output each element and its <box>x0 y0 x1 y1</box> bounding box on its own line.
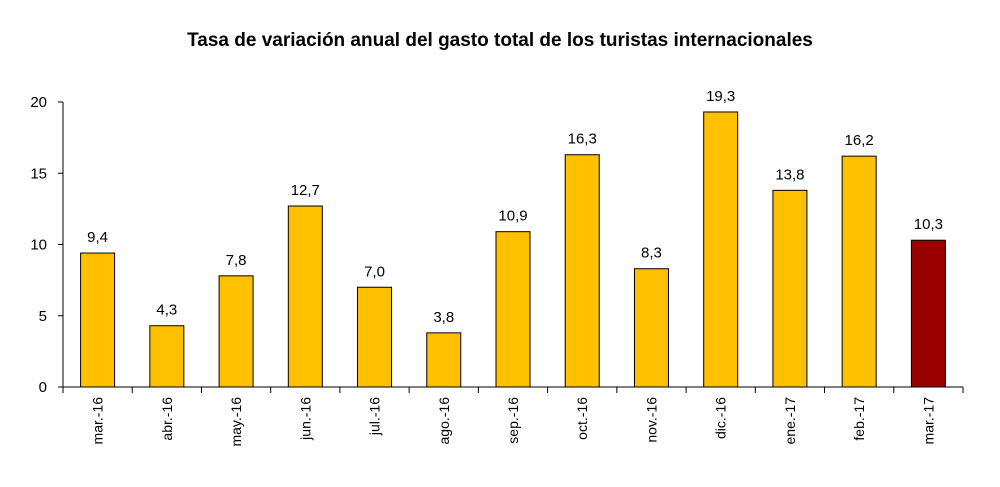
category-label-mar.-16: mar.-16 <box>90 397 106 445</box>
bar-jun.-16 <box>287 205 323 388</box>
data-label-jul.-16: 7,0 <box>364 263 385 280</box>
category-label-dic.-16: dic.-16 <box>713 397 729 439</box>
data-label-may.-16: 7,8 <box>226 252 247 269</box>
bar-sep.-16 <box>495 231 531 388</box>
category-label-jun.-16: jun.-16 <box>297 397 313 441</box>
bar-jul.-16 <box>357 286 393 388</box>
bar-ene.-17 <box>772 189 808 388</box>
category-label-abr.-16: abr.-16 <box>159 397 175 441</box>
data-label-mar.-17: 10,3 <box>914 216 943 233</box>
data-label-mar.-16: 9,4 <box>87 229 108 246</box>
y-tick-label: 20 <box>30 94 47 111</box>
category-label-mar.-17: mar.-17 <box>920 397 936 445</box>
y-tick-label: 0 <box>39 379 47 396</box>
category-label-ene.-17: ene.-17 <box>782 397 798 445</box>
category-label-nov.-16: nov.-16 <box>643 397 659 443</box>
data-label-ene.-17: 13,8 <box>775 166 804 183</box>
bar-oct.-16 <box>564 154 600 388</box>
data-label-dic.-16: 19,3 <box>706 88 735 105</box>
data-label-sep.-16: 10,9 <box>498 208 527 225</box>
category-label-feb.-17: feb.-17 <box>851 397 867 441</box>
category-label-sep.-16: sep.-16 <box>505 397 521 444</box>
bar-dic.-16 <box>703 111 739 388</box>
bar-nov.-16 <box>633 268 669 388</box>
y-tick-label: 5 <box>39 308 47 325</box>
bar-abr.-16 <box>149 325 185 388</box>
data-label-jun.-16: 12,7 <box>291 182 320 199</box>
category-labels: mar.-16 abr.-16 may.-16 jun.-16 jul.-16 ago.-… <box>90 397 937 447</box>
data-label-ago.-16: 3,8 <box>433 309 454 326</box>
bar-mar.-16 <box>80 252 116 388</box>
data-label-abr.-16: 4,3 <box>156 302 177 319</box>
bars <box>80 111 946 388</box>
category-label-may.-16: may.-16 <box>228 397 244 447</box>
category-label-ago.-16: ago.-16 <box>436 397 452 445</box>
bar-ago.-16 <box>426 332 462 388</box>
y-tick-label: 15 <box>30 165 47 182</box>
value-labels: 9,4 4,3 7,8 12,7 7,0 3,8 10,9 16,3 8,3 19,3 13,8 16… <box>87 88 943 326</box>
data-label-nov.-16: 8,3 <box>641 245 662 262</box>
y-tick-label: 10 <box>30 237 47 254</box>
category-label-oct.-16: oct.-16 <box>574 397 590 440</box>
bar-may.-16 <box>218 275 254 388</box>
x-axis <box>62 386 964 393</box>
data-label-feb.-17: 16,2 <box>845 132 874 149</box>
category-label-jul.-16: jul.-16 <box>367 397 383 436</box>
bar-mar.-17 <box>910 239 946 388</box>
data-label-oct.-16: 16,3 <box>568 131 597 148</box>
y-axis: 0 5 10 15 20 <box>30 94 64 396</box>
bar-feb.-17 <box>841 155 877 388</box>
chart-title: Tasa de variación anual del gasto total … <box>187 30 813 51</box>
